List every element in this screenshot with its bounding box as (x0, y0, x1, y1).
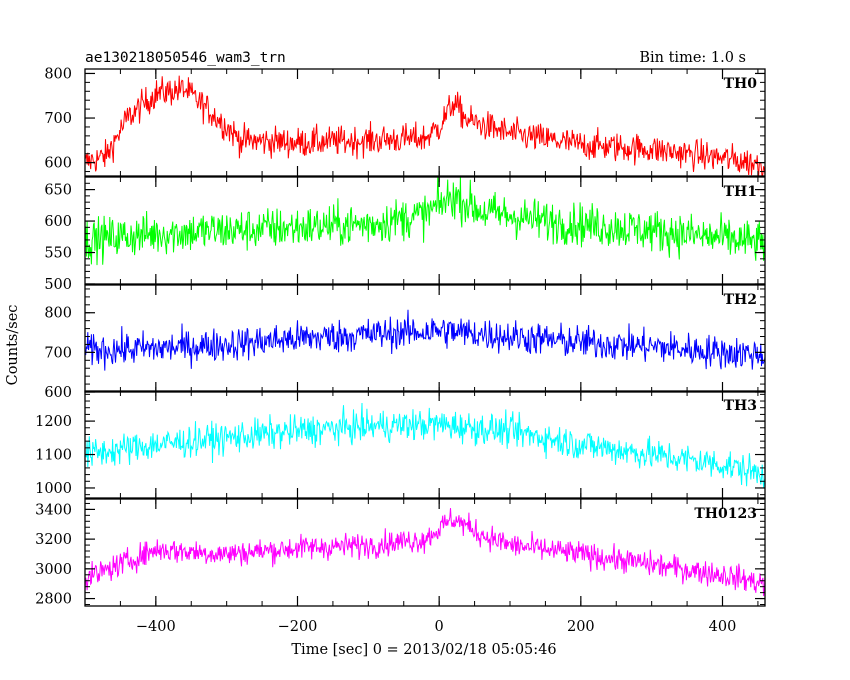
series-line-th0123 (85, 508, 765, 597)
y-tick-label: 600 (44, 214, 72, 230)
panel-label-th0123: TH0123 (694, 506, 757, 522)
y-tick-label: 700 (44, 345, 72, 361)
y-tick-label: 550 (44, 246, 72, 262)
series-line-th0 (85, 75, 765, 176)
series-line-th1 (85, 177, 765, 266)
series-line-th2 (85, 309, 765, 371)
y-tick-label: 1000 (35, 481, 72, 497)
panel-frame (84, 176, 766, 285)
bin-time-label: Bin time: 1.0 s (639, 50, 746, 66)
panel-th1: 500 550 600 650 TH1 (44, 176, 766, 293)
x-tick-label: 200 (567, 619, 595, 635)
x-tick-labels: −400 −200 0 200 400 (136, 619, 736, 635)
x-tick-label: 0 (435, 619, 444, 635)
x-tick-label: −400 (136, 619, 176, 635)
y-tick-label: 1100 (35, 448, 72, 464)
y-tick-label: 650 (44, 183, 72, 199)
panel-frame (84, 68, 766, 177)
panel-label-th0: TH0 (724, 76, 758, 92)
panel-frame (84, 498, 766, 607)
y-tick-label: 2800 (35, 592, 72, 608)
panel-label-th3: TH3 (724, 398, 757, 414)
y-tick-label: 3200 (35, 532, 72, 548)
y-tick-label: 800 (44, 66, 72, 82)
y-tick-label: 600 (44, 385, 72, 401)
y-tick-label: 800 (44, 306, 72, 322)
panel-th0123: 2800 3000 3200 3400 TH0123 (35, 498, 766, 608)
chart-title: ae130218050546_wam3_trn (85, 50, 286, 66)
y-tick-label: 1200 (35, 414, 72, 430)
y-tick-label: 500 (44, 277, 72, 293)
x-tick-label: 400 (709, 619, 737, 635)
panel-th2: 600 700 800 TH2 (44, 284, 766, 401)
panel-th0: 600 700 800 TH0 (44, 66, 766, 177)
panel-frame (84, 284, 766, 393)
panel-label-th1: TH1 (724, 184, 757, 200)
x-axis-label: Time [sec] 0 = 2013/02/18 05:05:46 (291, 642, 556, 658)
y-tick-label: 3400 (35, 502, 72, 518)
panels: 600 700 800 TH0 500 550 600 650 TH1 600 700 800 TH2 1… (35, 66, 766, 608)
panel-th3: 1000 1100 1200 TH3 (35, 390, 766, 499)
y-axis-label: Counts/sec (5, 305, 21, 386)
x-tick-label: −200 (278, 619, 318, 635)
y-tick-label: 600 (44, 156, 72, 172)
series-line-th3 (85, 402, 765, 488)
panel-label-th2: TH2 (724, 292, 757, 308)
panel-frame (84, 390, 766, 499)
y-tick-label: 3000 (35, 562, 72, 578)
y-tick-label: 700 (44, 111, 72, 127)
